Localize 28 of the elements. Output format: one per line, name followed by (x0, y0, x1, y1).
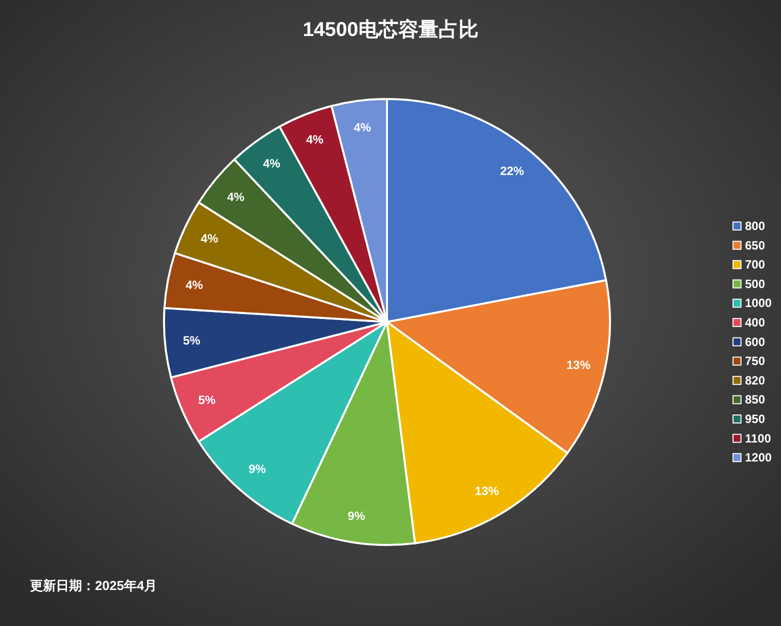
legend-label: 1100 (745, 431, 772, 446)
data-label: 22% (500, 164, 524, 178)
data-label: 5% (198, 392, 216, 407)
data-label: 4% (227, 190, 245, 204)
data-label: 9% (348, 508, 366, 523)
data-label: 9% (248, 462, 266, 476)
legend-label: 400 (745, 316, 766, 330)
data-label: 4% (306, 132, 324, 147)
legend-label: 820 (745, 373, 766, 388)
legend-label: 500 (745, 276, 766, 291)
text: 更新日期：2025年4月 (30, 578, 158, 593)
legend-label: 1000 (745, 296, 772, 310)
legend-label: 950 (745, 412, 766, 426)
legend-label: 700 (745, 258, 766, 272)
data-label: 4% (200, 231, 218, 246)
legend-label: 650 (745, 238, 766, 252)
legend-label: 850 (745, 392, 766, 407)
data-label: 13% (566, 358, 591, 372)
data-label: 4% (354, 120, 372, 134)
data-label: 13% (474, 484, 500, 498)
chart-title: 14500电芯容量占比 (302, 18, 478, 41)
legend-label: 600 (745, 334, 766, 349)
data-label: 4% (186, 278, 204, 292)
legend-label: 750 (745, 354, 766, 368)
legend-label: 1200 (745, 450, 772, 465)
data-label: 4% (262, 156, 281, 170)
legend-label: 800 (745, 219, 766, 233)
data-label: 5% (182, 333, 201, 348)
